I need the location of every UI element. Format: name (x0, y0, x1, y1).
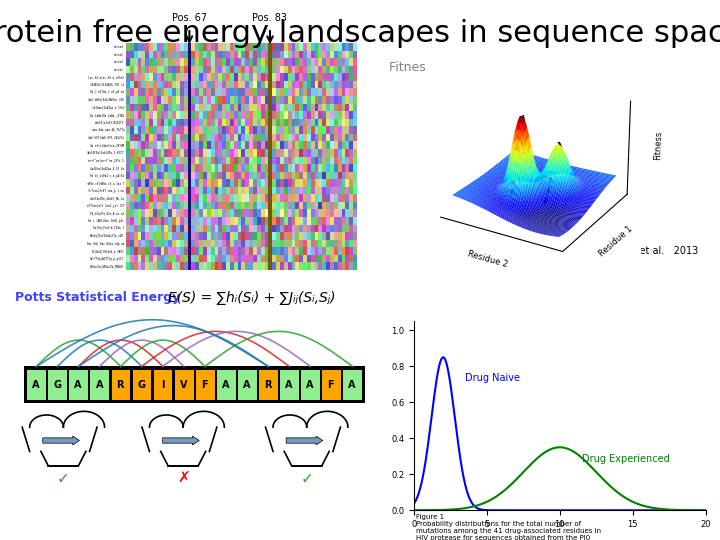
X-axis label: Residue 2: Residue 2 (467, 249, 509, 269)
Y-axis label: Residue 1: Residue 1 (598, 225, 634, 259)
Text: a++Y'ae|a++Y'ae_24Ys 5: a++Y'ae|a++Y'ae_24Ys 5 (89, 158, 124, 163)
FancyBboxPatch shape (24, 366, 365, 403)
Text: <NVa>Za|<NVa>Za_M4NZ6: <NVa>Za|<NVa>Za_M4NZ6 (90, 264, 124, 268)
Text: 8a 4aAa|8a 4aAa__4TW1: 8a 4aAa|8a 4aAa__4TW1 (90, 113, 124, 117)
Text: |as 44_a|as 44 a_c83a3: |as 44_a|as 44 a_c83a3 (89, 75, 124, 79)
FancyBboxPatch shape (132, 369, 151, 400)
Text: A: A (285, 380, 292, 390)
FancyBboxPatch shape (48, 369, 67, 400)
Text: I: I (161, 380, 164, 390)
Text: 1H|4n4|1H|4n4_a_3A9J: 1H|4n4|1H|4n4_a_3A9J (91, 249, 124, 253)
Text: extra3: extra3 (114, 52, 124, 57)
Text: G: G (53, 380, 61, 390)
Text: Pos. 83: Pos. 83 (253, 13, 287, 23)
Text: 60a4yYJa|60a4yYJa_c4P: 60a4yYJa|60a4yYJa_c4P (90, 234, 124, 238)
FancyBboxPatch shape (279, 369, 299, 400)
Text: F: F (328, 380, 334, 390)
FancyBboxPatch shape (321, 369, 341, 400)
Text: Figure 1
Probability distributions for the total number of
mutations among the 4: Figure 1 Probability distributions for t… (416, 514, 601, 540)
Text: 4a4Zoa|4a4Zaa_4 53 4a: 4a4Zoa|4a4Zaa_4 53 4a (90, 166, 124, 170)
FancyBboxPatch shape (342, 369, 362, 400)
Text: <NVa c5|<NVa c5_a 1ea T: <NVa c5|<NVa c5_a 1ea T (86, 181, 124, 185)
Text: P4_4Ja|P4_4Ja_A ac aJ: P4_4Ja|P4_4Ja_A ac aJ (90, 211, 124, 215)
Text: G: G (138, 380, 145, 390)
Text: ✓: ✓ (57, 471, 70, 485)
FancyArrow shape (42, 436, 79, 445)
Text: 4a3f4a7Ha_44a67_Mn 1a: 4a3f4a7Ha_44a67_Mn 1a (90, 196, 124, 200)
Text: R: R (264, 380, 271, 390)
Text: 4a e3+e|4ae3+ea_24Y3M: 4a e3+e|4ae3+ea_24Y3M (90, 143, 124, 147)
Text: Chakraborty et al.   2013: Chakraborty et al. 2013 (576, 246, 698, 256)
Text: A: A (348, 380, 356, 390)
Text: Pos. 67: Pos. 67 (172, 13, 207, 23)
Text: A: A (32, 380, 40, 390)
Text: A: A (243, 380, 251, 390)
Text: 0ac_8dj 0ac 8dja_c4p aa: 0ac_8dj 0ac 8dja_c4p aa (86, 241, 124, 246)
FancyBboxPatch shape (195, 369, 215, 400)
Text: extra2: extra2 (114, 60, 124, 64)
FancyBboxPatch shape (111, 369, 130, 400)
FancyBboxPatch shape (258, 369, 278, 400)
Text: 4a4 kWYa|4a4<NWYa+_J28: 4a4 kWYa|4a4<NWYa+_J28 (89, 98, 124, 102)
FancyBboxPatch shape (153, 369, 173, 400)
Text: A: A (74, 380, 82, 390)
Text: extra4: extra4 (114, 45, 124, 49)
Text: 3al7T3q|b0TT3q_p_p3IT: 3al7T3q|b0TT3q_p_p3IT (90, 256, 124, 261)
FancyBboxPatch shape (27, 369, 46, 400)
Text: Potts Statistical Energy: Potts Statistical Energy (14, 291, 180, 304)
Text: a6a53|a7a53_N103T3: a6a53|a7a53_N103T3 (95, 120, 124, 125)
Text: 3+Tcoa|3+4T coa_p 1 ea: 3+Tcoa|3+4T coa_p 1 ea (89, 188, 124, 193)
FancyBboxPatch shape (300, 369, 320, 400)
Text: 3ak14F5a|3ak14Fa_2-kYIT: 3ak14F5a|3ak14Fa_2-kYIT (86, 151, 124, 155)
FancyBboxPatch shape (174, 369, 194, 400)
Text: F: F (201, 380, 208, 390)
FancyArrow shape (286, 436, 323, 445)
Text: Drug Naive: Drug Naive (465, 373, 520, 383)
Text: Fitness = f(Sequence): Fitness = f(Sequence) (389, 62, 527, 75)
FancyArrow shape (163, 436, 199, 445)
Text: extra1: extra1 (114, 68, 124, 72)
Text: aaa.4dq aaa.4b_T&TTa: aaa.4dq aaa.4b_T&TTa (91, 128, 124, 132)
Text: 344A7b|3144ATb_T45 c3: 344A7b|3144ATb_T45 c3 (90, 83, 124, 87)
Text: A: A (96, 380, 103, 390)
Text: R: R (117, 380, 124, 390)
Text: A: A (306, 380, 313, 390)
Text: ✓: ✓ (300, 471, 313, 485)
Text: Protein free energy landscapes in sequence space: Protein free energy landscapes in sequen… (0, 19, 720, 48)
Text: V: V (180, 380, 187, 390)
FancyBboxPatch shape (68, 369, 89, 400)
Text: a7TJan|a7t Jan1_jul J2T: a7TJan|a7t Jan1_jul J2T (86, 204, 124, 208)
Text: 5aJ+bj|5aJ+b_C84a J: 5aJ+bj|5aJ+b_C84a J (93, 226, 124, 231)
Text: 4a6 6F5|4a6 6F5_24&3Ta: 4a6 6F5|4a6 6F5_24&3Ta (89, 136, 124, 140)
Text: ✗: ✗ (177, 471, 189, 485)
FancyBboxPatch shape (237, 369, 257, 400)
FancyBboxPatch shape (216, 369, 235, 400)
Text: 3a32ma|3o4Zaa_a 3YaJ: 3a32ma|3o4Zaa_a 3YaJ (91, 105, 124, 110)
Text: A: A (222, 380, 229, 390)
Text: 8a_J o5|8a_J o5_p4.a5: 8a_J o5|8a_J o5_p4.a5 (90, 90, 124, 94)
FancyBboxPatch shape (89, 369, 109, 400)
Text: E(S) = ∑hᵢ(Sᵢ) + ∑Jᵢⱼ(Sᵢ,Sⱼ): E(S) = ∑hᵢ(Sᵢ) + ∑Jᵢⱼ(Sᵢ,Sⱼ) (168, 291, 336, 305)
Text: 0a c JbH1|0ac JbH1_p4c: 0a c JbH1|0ac JbH1_p4c (89, 219, 124, 223)
Text: 0a 4c_a|0a4 c_a_p4cTa: 0a 4c_a|0a4 c_a_p4cTa (90, 173, 124, 178)
Text: Drug Experienced: Drug Experienced (582, 454, 670, 464)
